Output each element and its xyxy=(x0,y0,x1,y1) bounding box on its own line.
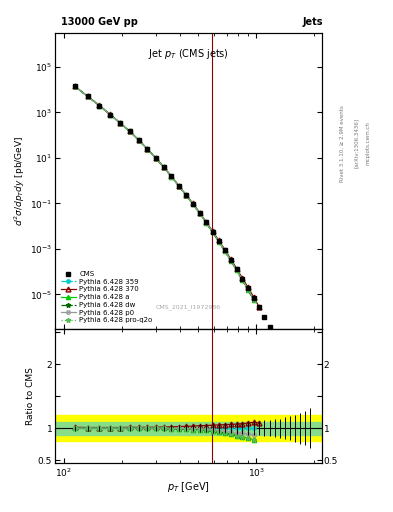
Text: Jet $p_T$ (CMS jets): Jet $p_T$ (CMS jets) xyxy=(148,47,229,60)
X-axis label: $p_T$ [GeV]: $p_T$ [GeV] xyxy=(167,480,210,494)
Y-axis label: Ratio to CMS: Ratio to CMS xyxy=(26,367,35,425)
Text: Jets: Jets xyxy=(303,16,323,27)
Y-axis label: $d^2\sigma/dp_Tdy$ [pb/GeV]: $d^2\sigma/dp_Tdy$ [pb/GeV] xyxy=(13,136,27,226)
Text: [arXiv:1306.3436]: [arXiv:1306.3436] xyxy=(354,118,359,168)
Text: 13000 GeV pp: 13000 GeV pp xyxy=(61,16,138,27)
Text: CMS_2021_I1972986: CMS_2021_I1972986 xyxy=(156,304,221,310)
Text: mcplots.cern.ch: mcplots.cern.ch xyxy=(365,121,371,165)
Legend: CMS, Pythia 6.428 359, Pythia 6.428 370, Pythia 6.428 a, Pythia 6.428 dw, Pythia: CMS, Pythia 6.428 359, Pythia 6.428 370,… xyxy=(59,269,155,326)
Text: Rivet 3.1.10, ≥ 2.9M events: Rivet 3.1.10, ≥ 2.9M events xyxy=(340,105,345,182)
